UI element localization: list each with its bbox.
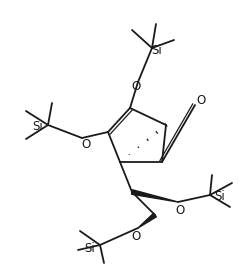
Text: O: O [82,138,90,150]
Text: O: O [176,204,184,218]
Text: Si: Si [152,44,162,56]
Text: O: O [132,230,140,244]
Text: O: O [196,95,205,107]
Text: Si: Si [84,241,96,255]
Text: O: O [132,81,140,93]
Text: Si: Si [214,190,226,204]
Polygon shape [132,190,178,202]
Text: Si: Si [32,121,44,133]
Polygon shape [138,213,156,228]
